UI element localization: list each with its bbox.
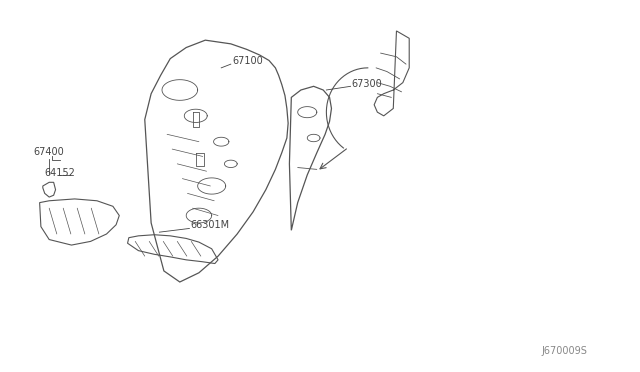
Text: J670009S: J670009S xyxy=(541,346,588,356)
Text: 66301M: 66301M xyxy=(190,220,229,230)
Text: 67300: 67300 xyxy=(352,79,383,89)
Text: 67400: 67400 xyxy=(33,147,64,157)
Text: 67100: 67100 xyxy=(232,56,263,66)
Text: 64152: 64152 xyxy=(44,167,75,177)
